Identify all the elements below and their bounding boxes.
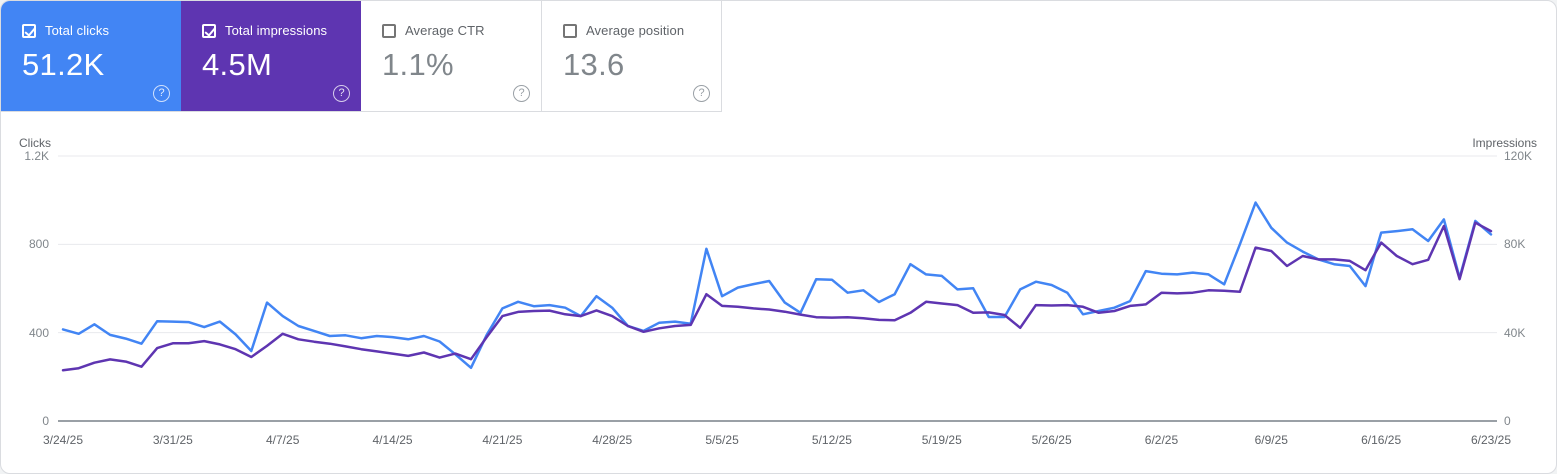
card-average-position[interactable]: Average position 13.6 ? — [541, 1, 721, 111]
card-total-impressions[interactable]: Total impressions 4.5M ? — [181, 1, 361, 111]
left-y-tick-label: 800 — [28, 237, 49, 252]
impressions-line[interactable] — [61, 221, 1493, 372]
right-y-tick-label: 0 — [1504, 414, 1511, 428]
x-tick-label: 3/24/25 — [42, 433, 84, 447]
x-tick-label: 5/12/25 — [811, 433, 852, 447]
total-clicks-value: 51.2K — [22, 47, 105, 82]
help-icon[interactable]: ? — [513, 85, 530, 102]
help-icon[interactable]: ? — [693, 85, 710, 102]
x-tick-label: 4/28/25 — [592, 433, 633, 447]
average-ctr-checkbox[interactable] — [382, 23, 396, 38]
card-label: Average CTR — [405, 23, 485, 38]
card-label: Total impressions — [225, 23, 328, 38]
clicks-line[interactable] — [61, 201, 1493, 370]
x-tick-label: 3/31/25 — [152, 433, 193, 447]
x-tick-label: 6/2/25 — [1144, 433, 1179, 447]
average-ctr-value: 1.1% — [382, 47, 454, 82]
x-tick-label: 6/16/25 — [1361, 433, 1402, 447]
right-y-tick-label: 80K — [1504, 237, 1526, 252]
help-icon[interactable]: ? — [333, 85, 350, 102]
right-y-tick-label: 40K — [1504, 325, 1526, 340]
x-tick-label: 6/23/25 — [1470, 433, 1512, 447]
average-position-value: 13.6 — [563, 47, 625, 82]
left-y-tick-label: 0 — [42, 414, 49, 428]
card-label: Total clicks — [45, 23, 110, 38]
x-tick-label: 6/9/25 — [1254, 433, 1288, 447]
card-total-clicks[interactable]: Total clicks 51.2K ? — [1, 1, 181, 111]
help-icon[interactable]: ? — [153, 85, 170, 102]
card-label: Average position — [586, 23, 685, 38]
left-y-tick-label: 1.2K — [24, 149, 49, 163]
average-position-checkbox[interactable] — [563, 23, 577, 38]
x-tick-label: 5/5/25 — [705, 433, 739, 447]
left-axis-title: Clicks — [19, 136, 51, 150]
x-tick-label: 4/14/25 — [372, 433, 413, 447]
left-y-tick-label: 400 — [28, 325, 49, 340]
x-tick-label: 4/7/25 — [266, 433, 300, 447]
total-clicks-checkbox[interactable] — [22, 23, 36, 38]
x-tick-label: 5/26/25 — [1031, 433, 1072, 447]
x-tick-label: 5/19/25 — [921, 433, 962, 447]
card-average-ctr[interactable]: Average CTR 1.1% ? — [361, 1, 541, 111]
metric-cards-row: Total clicks 51.2K ? Total impressions 4… — [1, 1, 722, 112]
total-impressions-checkbox[interactable] — [202, 23, 216, 38]
right-axis-title: Impressions — [1472, 136, 1537, 150]
total-impressions-value: 4.5M — [202, 47, 273, 82]
right-y-tick-label: 120K — [1504, 149, 1533, 163]
x-tick-label: 4/21/25 — [482, 433, 523, 447]
